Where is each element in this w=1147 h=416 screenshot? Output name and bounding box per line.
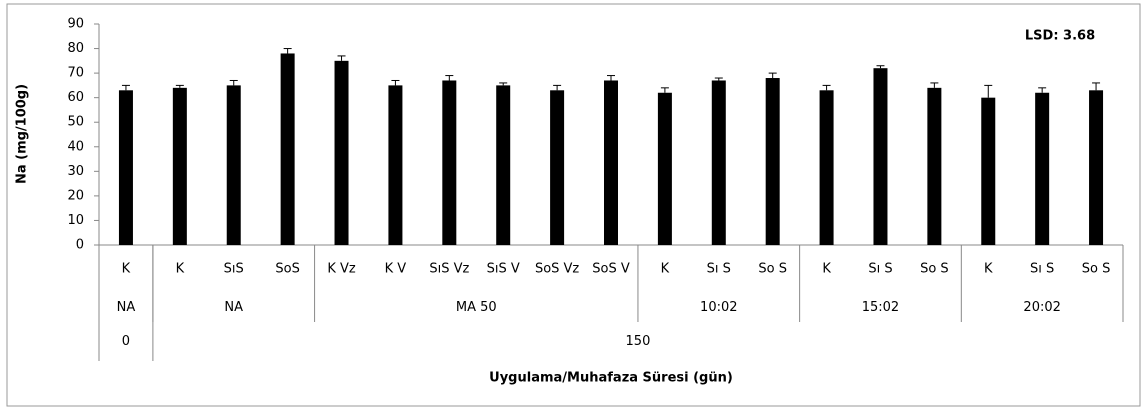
group-label: NA — [117, 300, 136, 315]
y-tick-label: 70 — [67, 66, 84, 81]
bar — [550, 90, 565, 245]
x-tick-label: SoS — [275, 262, 299, 277]
bar — [711, 80, 726, 245]
x-tick-label: SıS — [224, 262, 244, 277]
period-label: 150 — [626, 334, 651, 349]
y-tick-label: 50 — [67, 115, 84, 130]
bar — [388, 85, 403, 245]
y-tick-label: 90 — [67, 17, 84, 32]
bar — [280, 53, 295, 245]
x-tick-label: K Vz — [327, 262, 356, 277]
bar — [496, 85, 511, 245]
x-tick-label: K — [176, 262, 185, 277]
x-axis-title: Uygulama/Muhafaza Süresi (gün) — [489, 371, 733, 386]
x-tick-label: So S — [920, 262, 949, 277]
group-label: 20:02 — [1023, 300, 1060, 315]
period-label: 0 — [122, 334, 130, 349]
bar — [442, 80, 457, 245]
bar — [226, 85, 241, 245]
chart-border — [6, 3, 1141, 407]
x-tick-label: K — [822, 262, 831, 277]
x-tick-label: SıS Vz — [429, 262, 469, 277]
x-tick-label: So S — [758, 262, 787, 277]
x-tick-label: SoS Vz — [535, 262, 579, 277]
bar — [765, 78, 780, 246]
bar — [118, 90, 133, 245]
y-tick-label: 30 — [67, 164, 84, 179]
x-tick-label: Sı S — [1030, 262, 1054, 277]
group-label: 10:02 — [700, 300, 737, 315]
group-label: 15:02 — [862, 300, 899, 315]
x-tick-label: So S — [1082, 262, 1111, 277]
y-axis-title: Na (mg/100g) — [15, 84, 30, 184]
bar — [981, 97, 996, 246]
bar — [172, 87, 187, 245]
y-tick-label: 10 — [67, 213, 84, 228]
annotation: LSD: 3.68 — [1025, 29, 1095, 44]
bar — [1035, 92, 1050, 245]
y-tick-label: 80 — [67, 41, 84, 56]
x-tick-label: K — [661, 262, 670, 277]
y-tick-label: 60 — [67, 90, 84, 105]
bar — [334, 60, 349, 246]
bar — [927, 87, 942, 245]
group-label: NA — [224, 300, 243, 315]
y-tick-label: 0 — [76, 238, 84, 253]
group-label: MA 50 — [456, 300, 497, 315]
bar — [819, 90, 834, 245]
bar — [1089, 90, 1104, 245]
bar — [657, 92, 672, 245]
x-tick-label: SoS V — [592, 262, 630, 277]
x-tick-label: K — [122, 262, 131, 277]
y-tick-label: 20 — [67, 188, 84, 203]
x-tick-label: K — [984, 262, 993, 277]
bar — [873, 68, 888, 245]
x-tick-label: SıS V — [487, 262, 520, 277]
x-tick-label: K V — [385, 262, 407, 277]
x-tick-label: Sı S — [868, 262, 892, 277]
bar — [604, 80, 618, 245]
x-tick-label: Sı S — [707, 262, 731, 277]
y-tick-label: 40 — [67, 139, 84, 154]
